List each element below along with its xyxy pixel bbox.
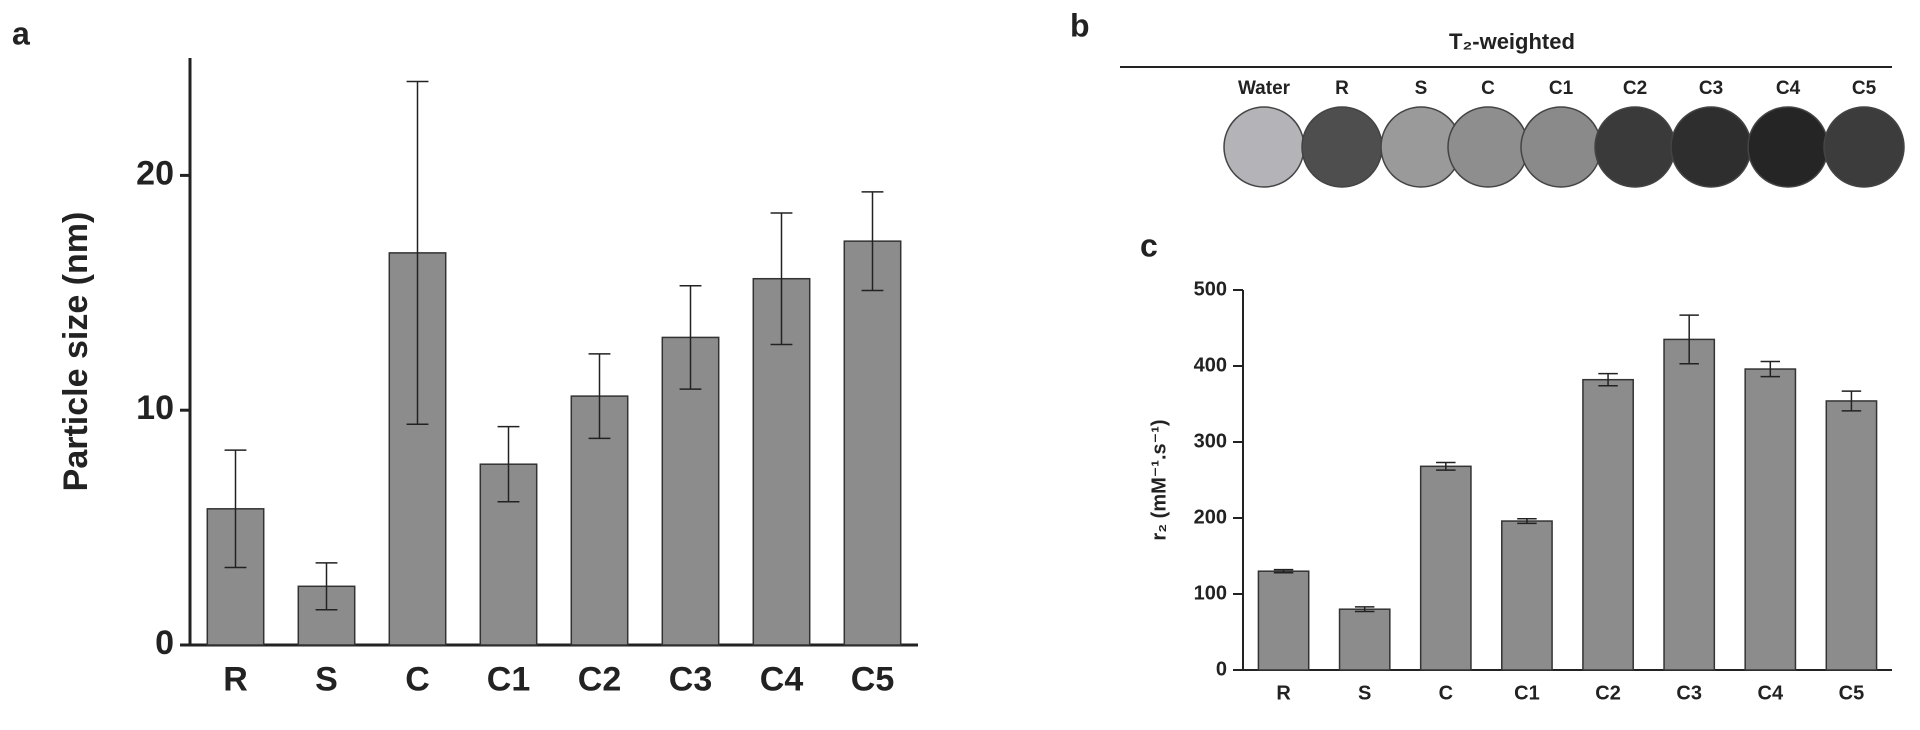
y-tick-label: 20	[136, 154, 174, 192]
error-bar	[406, 80, 429, 426]
error-bar	[1436, 461, 1456, 471]
error-bar	[1841, 390, 1862, 412]
bar	[1663, 338, 1716, 671]
sample-image	[1823, 106, 1905, 188]
y-axis-label: r₂ (mM⁻¹.s⁻¹)	[1148, 419, 1170, 540]
panel-letter: b	[1070, 7, 1090, 43]
sample-label: C3	[1699, 78, 1723, 99]
y-tick-label: 400	[1194, 354, 1227, 376]
sample-image	[1223, 106, 1305, 188]
y-axis-label: Particle size (nm)	[57, 212, 95, 492]
bar	[1419, 465, 1472, 671]
sample-label: C5	[1852, 78, 1877, 99]
x-tick-label: C	[405, 661, 430, 699]
error-bar	[1517, 518, 1537, 525]
x-tick-label: C2	[578, 661, 621, 699]
bar	[843, 240, 902, 646]
sample-image	[1594, 106, 1676, 188]
image-title: T₂-weighted	[1449, 29, 1575, 54]
y-tick-label: 200	[1194, 506, 1227, 528]
sample-image	[1670, 106, 1752, 188]
bar	[1582, 378, 1634, 671]
bar	[1338, 608, 1391, 671]
x-tick-label: C5	[851, 661, 894, 699]
x-tick-label: R	[223, 661, 248, 699]
error-bar	[1354, 606, 1375, 613]
y-tick-label: 500	[1194, 278, 1227, 300]
sample-label: C1	[1549, 78, 1574, 99]
sample-label: R	[1335, 78, 1349, 99]
sample-label: S	[1415, 78, 1428, 99]
error-bar	[497, 425, 520, 503]
bar	[1501, 520, 1553, 671]
bar	[1257, 570, 1310, 671]
error-bar	[770, 212, 793, 346]
x-tick-label: C1	[1514, 682, 1540, 704]
bar	[1825, 400, 1878, 671]
error-bar	[315, 562, 338, 611]
sample-image	[1747, 106, 1829, 188]
x-tick-label: C2	[1595, 682, 1621, 704]
panel-letter: a	[12, 15, 30, 51]
x-tick-label: C1	[487, 661, 530, 699]
x-tick-label: S	[1358, 682, 1371, 704]
sample-label: C2	[1623, 78, 1647, 99]
sample-label: Water	[1238, 78, 1291, 99]
error-bar	[588, 353, 611, 440]
x-tick-label: C3	[669, 661, 712, 699]
x-tick-label: C4	[1758, 682, 1784, 704]
x-tick-label: S	[315, 661, 338, 699]
error-bar	[1598, 372, 1618, 387]
sample-image	[1301, 106, 1383, 188]
error-bar	[224, 449, 247, 569]
x-tick-label: R	[1276, 682, 1291, 704]
panel-letter: c	[1140, 227, 1158, 263]
sample-label: C4	[1776, 78, 1801, 99]
sample-image	[1447, 106, 1529, 188]
y-tick-label: 0	[155, 624, 174, 662]
x-tick-label: C4	[760, 661, 804, 699]
error-bar	[1679, 314, 1699, 365]
x-tick-label: C5	[1839, 682, 1865, 704]
x-tick-label: C3	[1676, 682, 1702, 704]
sample-label: C	[1481, 78, 1495, 99]
sample-image	[1520, 106, 1602, 188]
error-bar	[679, 285, 702, 390]
y-tick-label: 0	[1216, 658, 1227, 680]
error-bar	[1273, 568, 1294, 574]
y-tick-label: 100	[1194, 582, 1227, 604]
bar	[1744, 368, 1797, 671]
error-bar	[1760, 360, 1781, 378]
y-tick-label: 10	[136, 389, 174, 427]
x-tick-label: C	[1439, 682, 1453, 704]
error-bar	[861, 191, 884, 292]
y-tick-label: 300	[1194, 430, 1227, 452]
